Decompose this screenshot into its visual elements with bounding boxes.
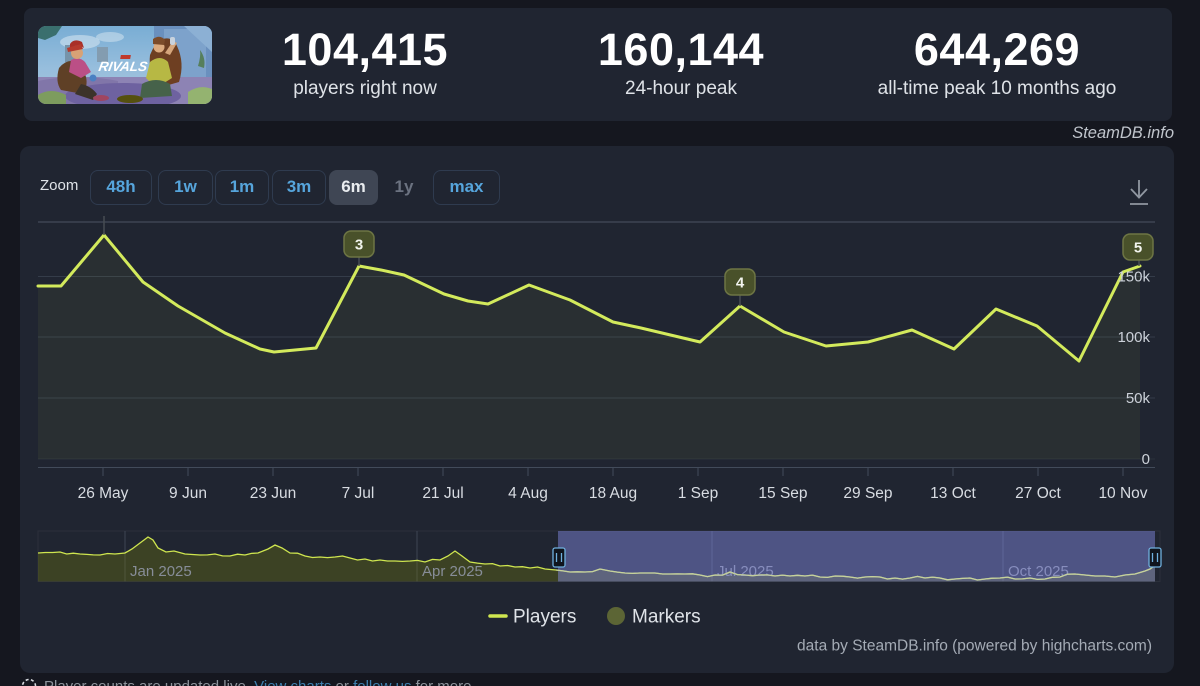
- svg-text:RIVALS: RIVALS: [98, 59, 149, 74]
- svg-text:0: 0: [1142, 451, 1150, 468]
- svg-text:26 May: 26 May: [78, 485, 129, 502]
- svg-text:18 Aug: 18 Aug: [589, 485, 637, 502]
- svg-text:4 Aug: 4 Aug: [508, 485, 548, 502]
- svg-text:9 Jun: 9 Jun: [169, 485, 207, 502]
- svg-text:7 Jul: 7 Jul: [342, 485, 375, 502]
- svg-text:21 Jul: 21 Jul: [422, 485, 463, 502]
- svg-text:3: 3: [355, 237, 363, 254]
- svg-text:150k: 150k: [1117, 269, 1150, 286]
- svg-text:100k: 100k: [1117, 329, 1150, 346]
- svg-text:5: 5: [1134, 240, 1142, 257]
- svg-text:50k: 50k: [1126, 390, 1151, 407]
- svg-text:29 Sep: 29 Sep: [843, 485, 892, 502]
- svg-text:Jul 2025: Jul 2025: [717, 563, 774, 580]
- svg-text:13 Oct: 13 Oct: [930, 485, 976, 502]
- svg-text:4: 4: [736, 275, 745, 292]
- svg-text:Oct 2025: Oct 2025: [1008, 563, 1069, 580]
- svg-text:15 Sep: 15 Sep: [758, 485, 807, 502]
- svg-text:23 Jun: 23 Jun: [250, 485, 297, 502]
- svg-text:Players: Players: [513, 607, 576, 628]
- svg-text:1 Sep: 1 Sep: [678, 485, 719, 502]
- svg-text:Jan 2025: Jan 2025: [130, 563, 192, 580]
- svg-text:27 Oct: 27 Oct: [1015, 485, 1061, 502]
- svg-text:Apr 2025: Apr 2025: [422, 563, 483, 580]
- svg-text:data by SteamDB.info (powered: data by SteamDB.info (powered by highcha…: [797, 638, 1152, 655]
- svg-text:Markers: Markers: [632, 607, 701, 628]
- svg-text:10 Nov: 10 Nov: [1098, 485, 1147, 502]
